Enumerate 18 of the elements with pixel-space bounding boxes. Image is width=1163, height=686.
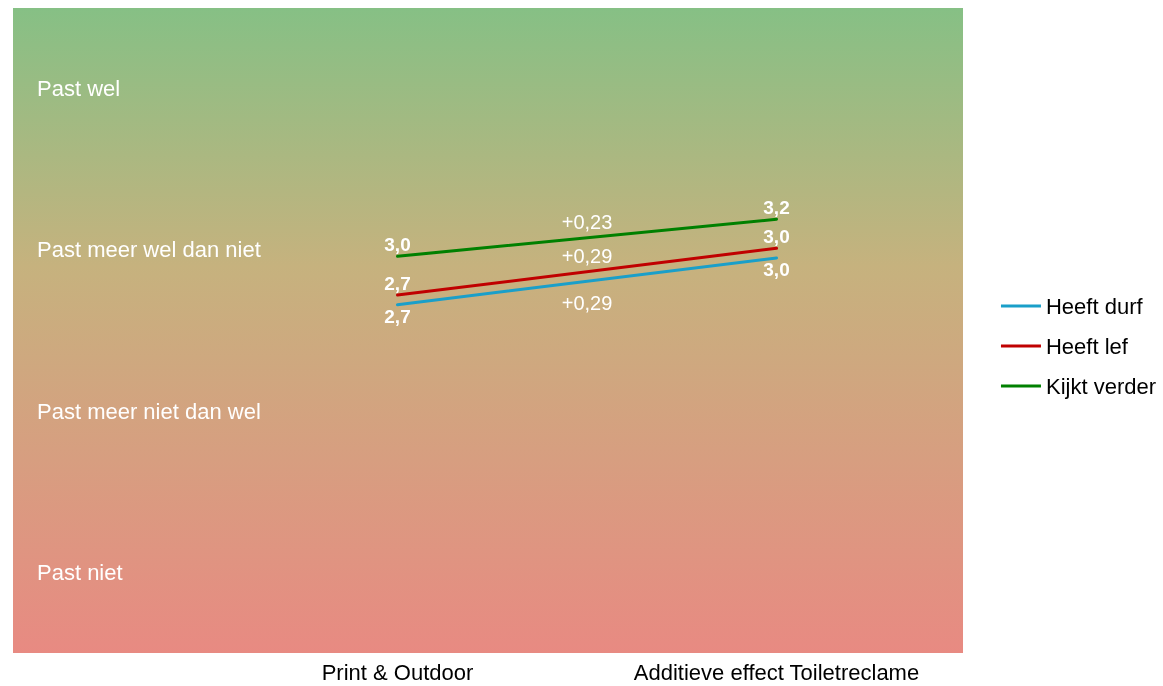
data-label: 2,7 bbox=[384, 273, 411, 295]
data-label: 2,7 bbox=[384, 305, 411, 327]
annotation: +0,29 bbox=[561, 244, 613, 267]
annotation: +0,23 bbox=[561, 210, 613, 233]
x-tick-label: Additieve effect Toiletreclame bbox=[633, 659, 920, 685]
legend-label: Heeft lef bbox=[1045, 333, 1129, 359]
data-label: 3,2 bbox=[763, 197, 790, 219]
legend-label: Heeft durf bbox=[1045, 293, 1144, 319]
annotation: Past meer niet dan wel bbox=[37, 398, 261, 424]
annotation: Past wel bbox=[37, 76, 121, 102]
data-label: 3,0 bbox=[384, 234, 411, 256]
annotation: Past niet bbox=[37, 559, 123, 585]
data-label: 3,0 bbox=[763, 258, 790, 280]
data-label: 3,0 bbox=[763, 226, 790, 248]
annotation: Past meer wel dan niet bbox=[37, 237, 261, 263]
x-tick-label: Print & Outdoor bbox=[321, 659, 474, 685]
annotation: +0,29 bbox=[561, 292, 613, 315]
legend-label: Kijkt verder bbox=[1045, 373, 1157, 399]
